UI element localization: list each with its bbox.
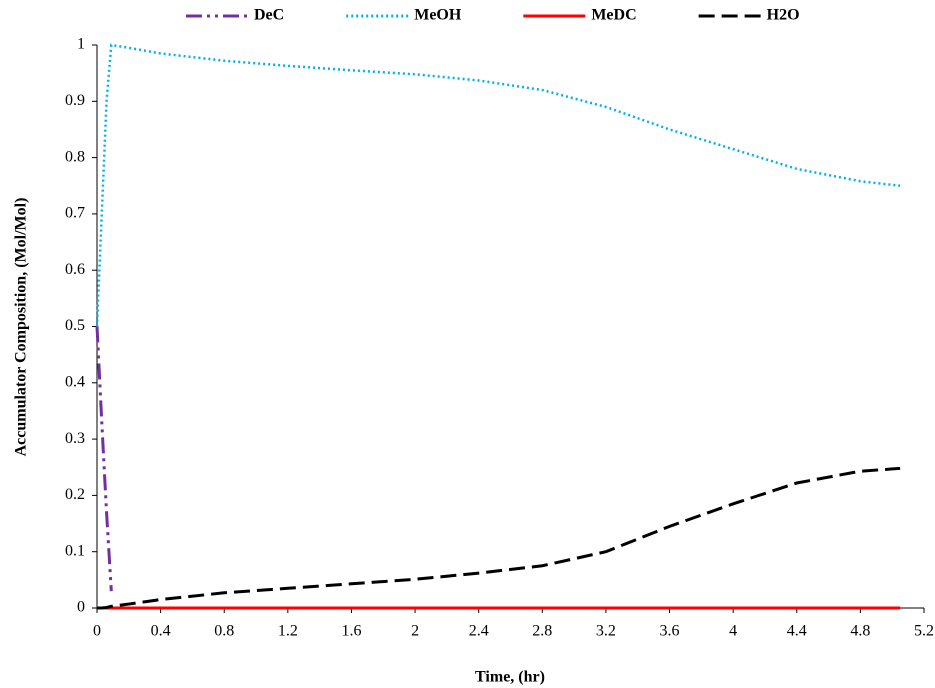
y-tick-label: 0.4	[65, 373, 85, 390]
y-tick-label: 0.5	[65, 317, 85, 334]
y-tick-label: 0.1	[65, 542, 85, 559]
x-tick-label: 0.4	[151, 623, 171, 640]
y-tick-label: 0.7	[65, 205, 85, 222]
legend-label: MeOH	[414, 7, 462, 24]
legend-label: H2O	[767, 7, 800, 24]
x-tick-label: 1.6	[341, 623, 361, 640]
series-line	[95, 326, 113, 592]
x-tick-label: 2.8	[532, 623, 552, 640]
x-tick-label: 3.6	[660, 623, 680, 640]
x-tick-label: 3.2	[596, 623, 616, 640]
y-tick-label: 0.3	[65, 430, 85, 447]
y-tick-label: 0.6	[65, 261, 85, 278]
y-tick-label: 0	[77, 599, 85, 616]
y-tick-label: 0.8	[65, 148, 85, 165]
x-tick-label: 2	[411, 623, 419, 640]
x-tick-label: 4.4	[787, 623, 807, 640]
y-tick-label: 1	[77, 36, 85, 53]
x-tick-label: 2.4	[469, 623, 489, 640]
x-tick-label: 0	[93, 623, 101, 640]
x-tick-label: 1.2	[278, 623, 298, 640]
y-tick-label: 0.2	[65, 486, 85, 503]
x-tick-label: 4.8	[850, 623, 870, 640]
y-axis-title: Accumulator Composition, (Mol/Mol)	[13, 198, 30, 457]
x-axis-title: Time, (hr)	[475, 669, 545, 686]
series-line	[97, 466, 901, 610]
legend-label: DeC	[254, 7, 284, 24]
legend-label: MeDC	[591, 7, 636, 24]
series-line	[95, 43, 901, 327]
x-tick-label: 5.2	[914, 623, 934, 640]
x-tick-label: 0.8	[214, 623, 234, 640]
x-tick-label: 4	[729, 623, 737, 640]
y-tick-label: 0.9	[65, 92, 85, 109]
